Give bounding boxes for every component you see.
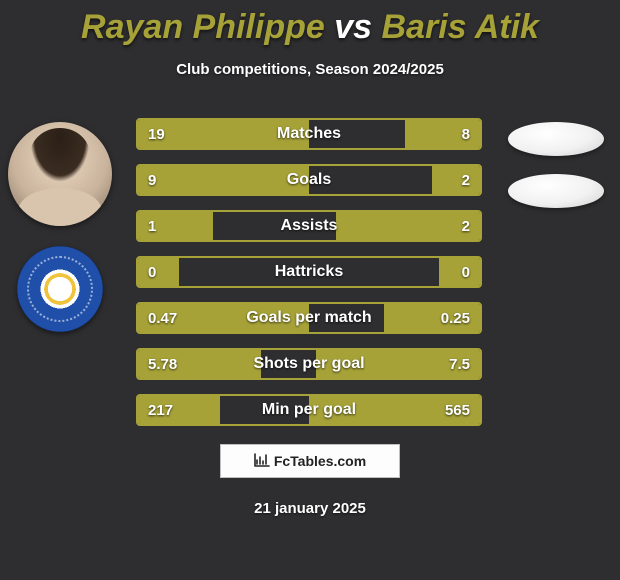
player1-name: Rayan Philippe <box>81 8 325 46</box>
stat-row: 5.78 Shots per goal 7.5 <box>136 348 482 380</box>
player1-avatar <box>8 122 112 226</box>
stat-label: Goals <box>287 171 331 189</box>
stat-bar-left <box>138 258 179 286</box>
date-label: 21 january 2025 <box>0 500 620 517</box>
stat-label: Hattricks <box>275 263 343 281</box>
stat-value-right: 2 <box>462 218 470 235</box>
stat-label: Min per goal <box>262 401 356 419</box>
stat-bar-right <box>336 212 480 240</box>
brand-label: FcTables.com <box>274 453 366 469</box>
stat-label: Assists <box>281 217 338 235</box>
stat-value-right: 7.5 <box>449 356 470 373</box>
stat-value-left: 1 <box>148 218 156 235</box>
stat-row: 19 Matches 8 <box>136 118 482 150</box>
stat-row: 217 Min per goal 565 <box>136 394 482 426</box>
player2-avatar-placeholder <box>508 122 604 156</box>
stat-value-right: 8 <box>462 126 470 143</box>
stat-label: Goals per match <box>246 309 371 327</box>
player2-column <box>504 122 608 208</box>
vs-label: vs <box>334 8 372 46</box>
subtitle: Club competitions, Season 2024/2025 <box>0 61 620 78</box>
stats-container: 19 Matches 8 9 Goals 2 1 Assists 2 0 Hattricks 0 0.4… <box>136 118 482 426</box>
player2-name: Baris Atik <box>382 8 539 46</box>
stat-label: Matches <box>277 125 341 143</box>
page-title: Rayan Philippe vs Baris Atik <box>0 0 620 47</box>
stat-row: 9 Goals 2 <box>136 164 482 196</box>
stat-value-left: 5.78 <box>148 356 177 373</box>
stat-value-right: 0.25 <box>441 310 470 327</box>
stat-value-right: 2 <box>462 172 470 189</box>
stat-value-left: 9 <box>148 172 156 189</box>
brand-box[interactable]: FcTables.com <box>220 444 400 478</box>
stat-value-right: 565 <box>445 402 470 419</box>
stat-row: 1 Assists 2 <box>136 210 482 242</box>
player1-column <box>8 122 112 332</box>
stat-value-left: 0.47 <box>148 310 177 327</box>
player1-club-badge <box>17 246 103 332</box>
stat-bar-right <box>432 166 480 194</box>
stat-value-left: 0 <box>148 264 156 281</box>
stat-value-left: 19 <box>148 126 165 143</box>
chart-icon <box>254 453 270 470</box>
stat-bar-left <box>138 166 309 194</box>
player2-club-placeholder <box>508 174 604 208</box>
stat-value-left: 217 <box>148 402 173 419</box>
stat-value-right: 0 <box>462 264 470 281</box>
stat-bar-right <box>439 258 480 286</box>
stat-row: 0 Hattricks 0 <box>136 256 482 288</box>
stat-label: Shots per goal <box>253 355 364 373</box>
stat-row: 0.47 Goals per match 0.25 <box>136 302 482 334</box>
